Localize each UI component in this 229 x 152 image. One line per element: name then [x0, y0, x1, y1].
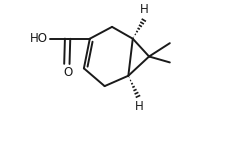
Text: O: O	[63, 66, 72, 79]
Text: H: H	[134, 100, 143, 113]
Text: H: H	[140, 3, 148, 17]
Text: HO: HO	[30, 32, 48, 45]
